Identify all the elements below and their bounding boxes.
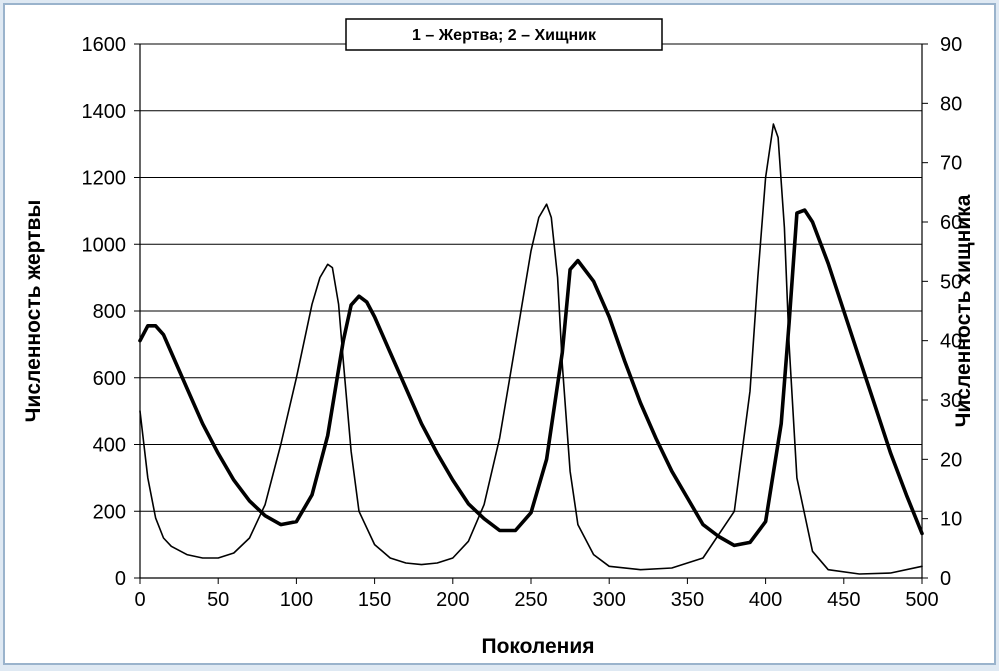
right-y-tick-labels: 0 10 20 30 40 50 60 70 80 90: [922, 34, 962, 590]
left-y-tick-label: 600: [93, 368, 126, 390]
prey-series-line: [139, 123, 923, 575]
x-tick-label: 500: [905, 589, 938, 611]
left-y-tick-label: 400: [93, 435, 126, 457]
right-y-tick-label: 80: [940, 93, 962, 115]
predator-series-line: [138, 208, 924, 548]
right-y-tick-label: 20: [940, 449, 962, 471]
left-y-tick-label: 0: [115, 568, 126, 590]
x-tick-label: 300: [593, 589, 626, 611]
x-tick-label: 350: [671, 589, 704, 611]
x-tick-label: 50: [207, 589, 229, 611]
right-y-tick-label: 50: [940, 271, 962, 293]
left-y-tick-label: 800: [93, 301, 126, 323]
left-y-axis-label: Численность жертвы: [22, 200, 45, 423]
right-y-tick-label: 70: [940, 153, 962, 175]
left-y-tick-label: 200: [93, 501, 126, 523]
x-tick-label: 450: [827, 589, 860, 611]
legend-text: 1 – Жертва; 2 – Хищник: [412, 27, 597, 44]
right-y-tick-label: 0: [940, 568, 951, 590]
left-y-tick-label: 1600: [82, 34, 127, 56]
right-y-tick-label: 10: [940, 509, 962, 531]
right-y-tick-label: 60: [940, 212, 962, 234]
x-tick-label: 200: [436, 589, 469, 611]
right-y-tick-label: 30: [940, 390, 962, 412]
x-tick-labels: 0 50 100 150 200 250 300 350 400 450 500: [134, 578, 939, 611]
left-y-tick-label: 1400: [82, 101, 127, 123]
x-tick-label: 400: [749, 589, 782, 611]
x-tick-label: 250: [514, 589, 547, 611]
left-y-tick-label: 1000: [82, 234, 127, 256]
right-y-tick-label: 90: [940, 34, 962, 56]
x-tick-label: 100: [280, 589, 313, 611]
series-group: [138, 123, 924, 575]
right-y-axis-label: Численность хищника: [952, 194, 975, 427]
x-tick-label: 150: [358, 589, 391, 611]
x-axis-label: Поколения: [481, 635, 594, 658]
legend-box: [345, 18, 663, 51]
chart-background: [3, 3, 996, 665]
x-tick-label: 0: [134, 589, 145, 611]
left-y-tick-labels: 0 200 400 600 800 1000 1200 1400 1600: [82, 34, 140, 590]
right-y-tick-label: 40: [940, 331, 962, 353]
left-y-tick-label: 1200: [82, 168, 127, 190]
